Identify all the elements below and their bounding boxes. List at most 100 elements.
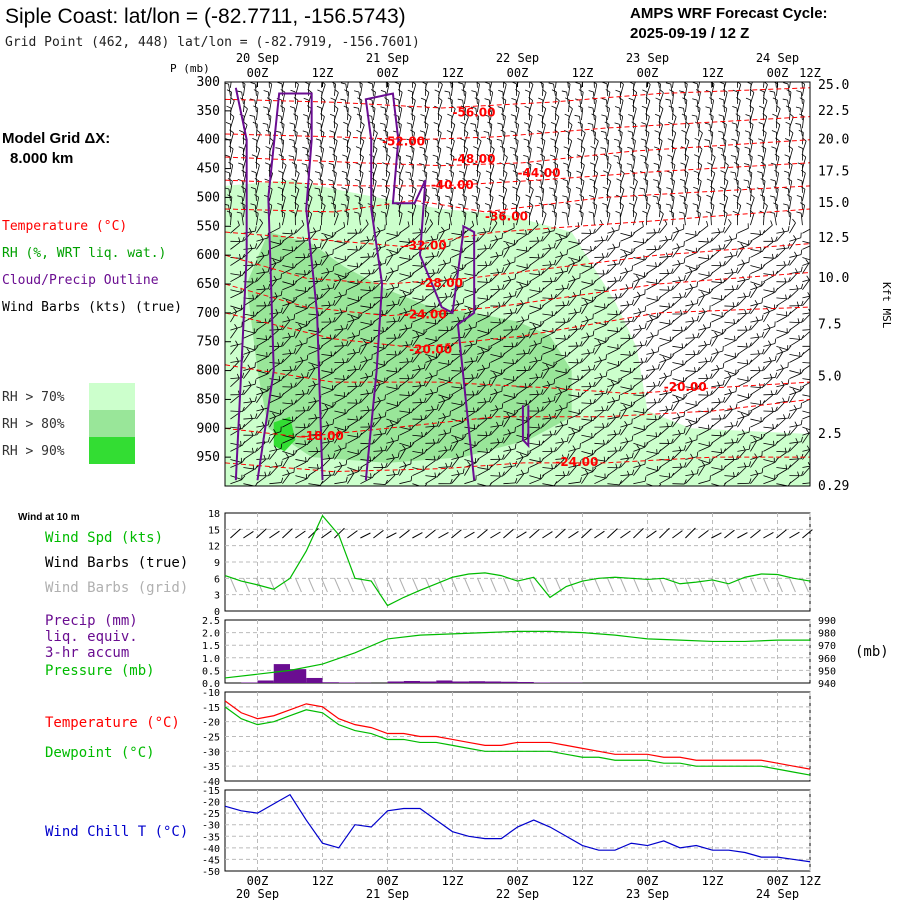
wind-barb-flag [631, 452, 634, 458]
wind-barb-flag [359, 137, 365, 142]
wind-barb-flag [580, 341, 583, 347]
bottom-date-label: 23 Sep [626, 887, 669, 900]
wind-barb-flag [710, 390, 713, 396]
wind-barb-flag [721, 137, 727, 141]
wind-barb-flag [317, 89, 323, 93]
wind-barb-upper [581, 335, 594, 339]
wind-barb-flag [519, 453, 524, 458]
wind-barb-upper [646, 313, 658, 318]
wind-barb-upper [646, 232, 659, 234]
wind-barb-flag [446, 130, 452, 133]
wind-barb-upper [295, 461, 307, 468]
wind-barb-flag [593, 153, 599, 158]
wind-barb-flag [655, 432, 658, 438]
wind-barb-upper [620, 321, 630, 331]
wind-barb-flag [770, 220, 773, 226]
wind-barb-upper [412, 369, 421, 379]
wind-barb-flag [691, 470, 694, 476]
wind-barb-flag [476, 373, 479, 379]
wind-barb-flag [640, 138, 646, 141]
wind-barb-flag [788, 260, 791, 266]
wind-barb-upper [282, 473, 290, 484]
wind-barb-upper [321, 213, 323, 226]
wind-barb-flag [278, 154, 284, 157]
wind-barb-flag [503, 153, 508, 158]
wind-barb-flag [273, 429, 277, 434]
wind10m-barb-grid [788, 577, 796, 593]
wind-barb-flag [771, 237, 774, 243]
wind-barb-upper [711, 266, 722, 274]
wind-barb-flag [578, 105, 583, 109]
wind-barb-flag [775, 137, 780, 142]
wind-barb-upper [776, 124, 781, 137]
wind-barb-upper [334, 156, 338, 169]
wind-barb-flag [601, 406, 604, 412]
wind10m-barb-true [295, 530, 306, 539]
wind-barb-upper [321, 255, 329, 266]
windchill-panel-frame [224, 789, 811, 872]
dewpoint-label: Dewpoint (°C) [45, 745, 155, 761]
wind-barb-flag [288, 349, 292, 355]
wind-barb-upper [412, 232, 422, 242]
wind-barb-flag [812, 223, 813, 228]
wind-barb-flag [423, 431, 427, 437]
wind-barb-flag [763, 202, 768, 207]
wind-barb-flag [295, 169, 300, 174]
wind-barb-upper [737, 263, 745, 274]
wind-barb-flag [489, 243, 492, 249]
wind-barb-flag [306, 440, 311, 445]
wind-barb-upper [373, 280, 386, 283]
wind-barb-flag [281, 73, 285, 76]
wind-barb-flag [434, 89, 440, 93]
wind10m-barb-grid [684, 577, 692, 593]
wind-barb-upper [373, 451, 383, 460]
wind-barb-upper [607, 416, 620, 420]
wind-barb-upper [477, 352, 485, 363]
precip-bar [501, 681, 518, 683]
wind-barb-flag [618, 241, 621, 247]
wind-barb-flag [797, 162, 803, 166]
wind-barb-flag [788, 447, 791, 453]
wind-barb-flag [545, 364, 550, 369]
wind-barb-flag [742, 275, 746, 281]
wind-barb-upper [282, 387, 293, 396]
wind-barb-flag [641, 105, 647, 109]
wind-barb-flag [463, 366, 466, 372]
wind-barb-upper [618, 156, 621, 169]
wind-barb-upper [593, 91, 595, 104]
wind-barb-upper [386, 441, 395, 452]
wind-barb-upper [490, 476, 501, 485]
wind-barb-flag [566, 283, 569, 289]
wind-barb-upper [438, 245, 450, 250]
wind-barb-flag [759, 194, 765, 198]
wind-barb-upper [750, 268, 762, 274]
wind-barb-flag [590, 416, 593, 422]
wind-barb-upper [516, 265, 529, 269]
wind-barb-flag [606, 422, 609, 428]
wind-barb-flag [259, 218, 263, 224]
wind-barb-upper [477, 452, 488, 460]
wind-barb-upper [581, 213, 584, 226]
page-title: Siple Coast: lat/lon = (-82.7711, -156.5… [5, 5, 406, 28]
wind-barb-upper [670, 83, 673, 96]
wind-barb-flag [580, 161, 585, 166]
wind-barb-flag [732, 89, 738, 93]
wind-barb-upper [451, 124, 456, 137]
wind-barb-flag [264, 178, 270, 182]
wind10m-barb-true [776, 529, 787, 539]
wind-barb-flag [565, 186, 571, 190]
wind-barb-flag [693, 170, 699, 174]
wind-barb-flag [435, 74, 439, 76]
wind-barb-flag [279, 137, 284, 141]
wind-barb-flag [571, 275, 576, 281]
wind-barb-flag [719, 261, 722, 267]
wind-barb-flag [735, 370, 740, 375]
wind-barb-flag [417, 365, 421, 370]
pressure-ytick-label: 980 [818, 629, 836, 640]
wind-barb-flag [758, 138, 764, 141]
wind-barb-upper [230, 378, 240, 388]
wind-barb-flag [579, 477, 582, 483]
bottom-date-label: 21 Sep [366, 887, 409, 900]
wind-barb-upper [672, 262, 685, 266]
wind-barb-flag [523, 366, 527, 372]
